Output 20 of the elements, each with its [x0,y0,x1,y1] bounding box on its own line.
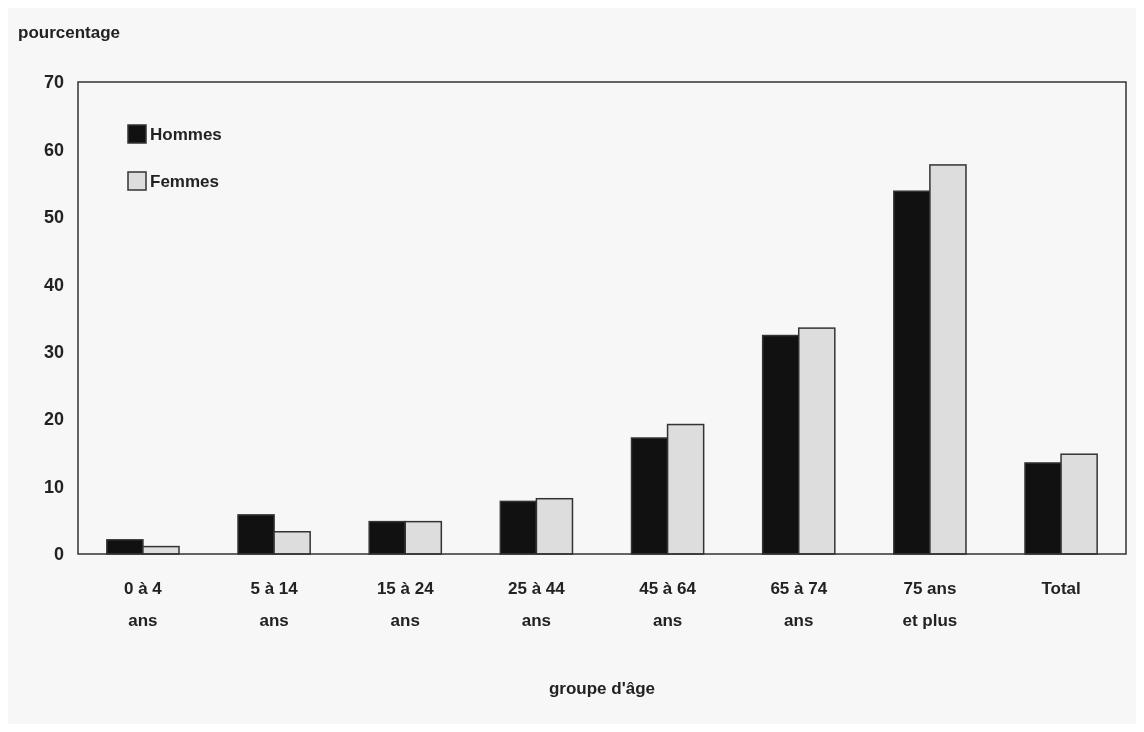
y-axis-title: pourcentage [18,23,121,42]
legend-label: Femmes [150,171,219,191]
x-tick-label: Total [1041,579,1081,598]
x-tick-label: 75 ans et plus [902,579,958,630]
x-tick-label: 5 à 14 ans [250,579,299,630]
y-tick-label: 50 [43,207,64,228]
legend-label: Hommes [150,124,222,144]
x-tick-label: 15 à 24 ans [376,579,435,630]
x-tick-label: 25 à 44 ans [508,579,566,630]
y-tick-label: 30 [43,342,64,363]
x-tick-label: 0 à 4 ans [124,579,163,630]
x-axis-title: groupe d'âge [548,679,656,698]
y-tick-label: 0 [53,544,64,565]
y-tick-label: 20 [43,409,64,430]
y-tick-label: 40 [43,274,64,295]
y-tick-label: 60 [43,139,64,160]
x-tick-label: 65 à 74 ans [770,579,828,630]
y-tick-label: 10 [43,476,64,497]
x-tick-label: 45 à 64 ans [639,579,697,630]
y-tick-label: 70 [43,72,64,93]
